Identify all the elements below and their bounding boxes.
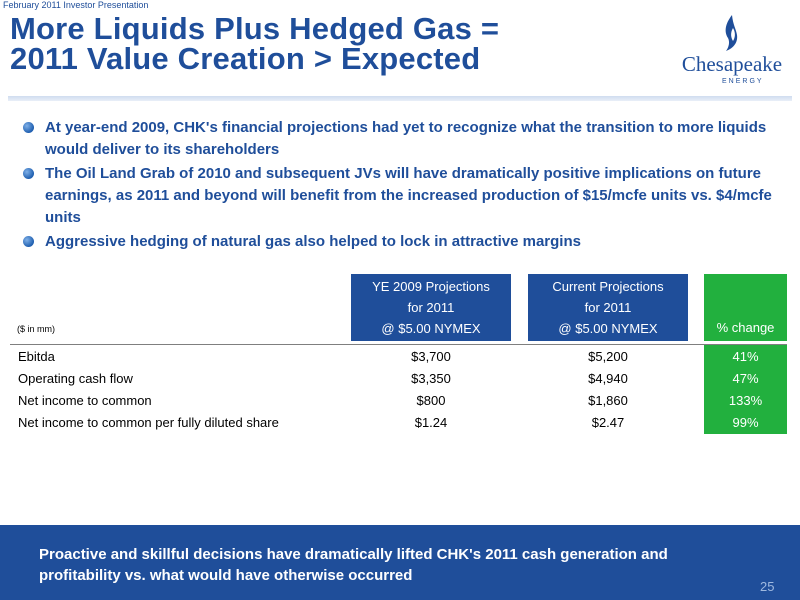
bullet-item: At year-end 2009, CHK's financial projec… bbox=[22, 117, 782, 161]
current-value: $2.47 bbox=[591, 415, 625, 430]
ye2009-value: $1.24 bbox=[414, 415, 448, 430]
bullet-icon bbox=[23, 168, 34, 179]
bullet-item: The Oil Land Grab of 2010 and subsequent… bbox=[22, 163, 782, 229]
bullet-list: At year-end 2009, CHK's financial projec… bbox=[22, 117, 782, 255]
flame-icon bbox=[725, 15, 738, 51]
bullet-icon bbox=[23, 236, 34, 247]
ye2009-value: $3,700 bbox=[411, 349, 451, 364]
bullet-text: The Oil Land Grab of 2010 and subsequent… bbox=[45, 165, 772, 226]
row-label: Net income to common per fully diluted s… bbox=[18, 415, 279, 430]
column-header-change: % change bbox=[704, 274, 787, 341]
current-value: $4,940 bbox=[588, 371, 628, 386]
ye2009-value: $3,350 bbox=[411, 371, 451, 386]
bullet-item: Aggressive hedging of natural gas also h… bbox=[22, 231, 782, 253]
column-header-line: @ $5.00 NYMEX bbox=[558, 321, 658, 336]
table-row: Operating cash flow $3,350 $4,940 47% bbox=[18, 368, 787, 390]
column-header-line: for 2011 bbox=[584, 300, 632, 315]
presentation-label: February 2011 Investor Presentation bbox=[3, 0, 149, 10]
logo-wordmark: Chesapeake bbox=[681, 52, 783, 76]
column-header-current: Current Projections for 2011 @ $5.00 NYM… bbox=[528, 274, 688, 341]
title-divider bbox=[8, 96, 792, 101]
table-row: Ebitda $3,700 $5,200 41% bbox=[18, 346, 787, 368]
page-number: 25 bbox=[760, 579, 775, 594]
current-value: $5,200 bbox=[588, 349, 628, 364]
current-value: $1,860 bbox=[588, 393, 628, 408]
table-row: Net income to common per fully diluted s… bbox=[18, 412, 787, 434]
title-line-1: More Liquids Plus Hedged Gas = bbox=[10, 11, 500, 46]
table-row: Net income to common $800 $1,860 133% bbox=[18, 390, 787, 412]
change-value: 99% bbox=[732, 415, 759, 430]
column-header-line: @ $5.00 NYMEX bbox=[381, 321, 481, 336]
bullet-text: At year-end 2009, CHK's financial projec… bbox=[45, 119, 767, 158]
change-value: 47% bbox=[732, 371, 759, 386]
column-header-line: % change bbox=[716, 320, 775, 335]
units-note: ($ in mm) bbox=[17, 324, 55, 334]
column-header-line: YE 2009 Projections bbox=[372, 279, 490, 294]
logo-subtitle: ENERGY bbox=[722, 78, 764, 85]
ye2009-value: $800 bbox=[416, 393, 446, 408]
change-value: 133% bbox=[728, 393, 763, 408]
title-line-2: 2011 Value Creation > Expected bbox=[10, 41, 481, 76]
row-label: Ebitda bbox=[18, 349, 55, 364]
slide-title: More Liquids Plus Hedged Gas = 2011 Valu… bbox=[10, 11, 500, 76]
column-header-line: Current Projections bbox=[552, 279, 664, 294]
column-header-ye2009: YE 2009 Projections for 2011 @ $5.00 NYM… bbox=[351, 274, 511, 341]
bullet-text: Aggressive hedging of natural gas also h… bbox=[45, 233, 581, 250]
change-value: 41% bbox=[732, 349, 759, 364]
row-label: Operating cash flow bbox=[18, 371, 133, 386]
change-column-background bbox=[704, 345, 787, 434]
row-label: Net income to common bbox=[18, 393, 152, 408]
column-header-line: for 2011 bbox=[407, 300, 455, 315]
table-top-rule bbox=[10, 344, 787, 345]
footer-text: Proactive and skillful decisions have dr… bbox=[39, 546, 668, 584]
company-logo: Chesapeake ENERGY bbox=[676, 12, 788, 85]
footer-banner bbox=[0, 525, 800, 600]
bullet-icon bbox=[23, 122, 34, 133]
